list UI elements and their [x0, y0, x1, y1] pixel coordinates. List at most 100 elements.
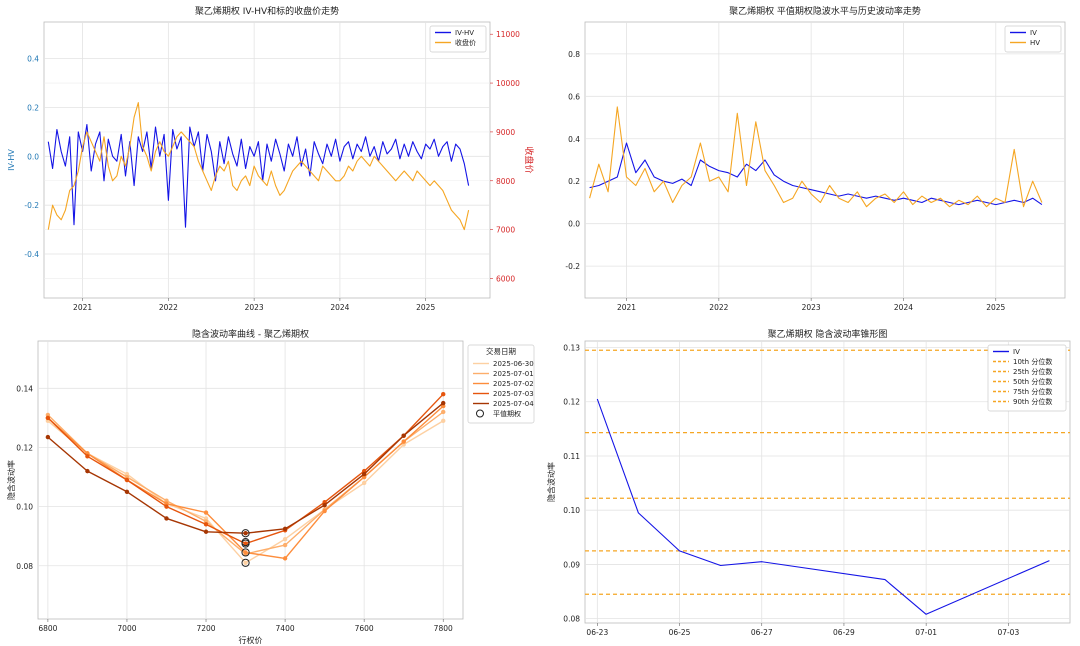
- series-point: [203, 529, 209, 534]
- series-point: [322, 508, 327, 514]
- x-tick-label: 7400: [276, 624, 295, 633]
- chart-title: 聚乙烯期权 平值期权隐波水平与历史波动率走势: [729, 5, 921, 17]
- atm-marker: [241, 529, 250, 538]
- series-group: [47, 102, 470, 231]
- x-tick-label: 06-25: [669, 628, 691, 637]
- atm-markers: [241, 529, 250, 567]
- chart-title: 聚乙烯期权 IV-HV和标的收盘价走势: [195, 5, 339, 17]
- x-tick-label: 2022: [159, 303, 178, 312]
- legend-label: HV: [1030, 39, 1040, 47]
- series-point: [441, 409, 446, 415]
- series-point: [85, 468, 90, 474]
- x-tick-label: 06-23: [586, 628, 608, 637]
- x-tick-label: 2021: [73, 303, 92, 312]
- y-tick-label: 0.2: [27, 103, 39, 112]
- x-tick-label: 2025: [416, 303, 435, 312]
- series-point: [401, 433, 406, 438]
- series-point: [243, 560, 248, 566]
- y-axis-label: 隐含波动率: [6, 460, 16, 500]
- y-ticks: 0.08 0.10 0.12 0.14: [16, 384, 33, 570]
- chart-volatility-smile: 6800 7000 7200 7400 7600 7800 0.08 0.10 0.12 0.14…: [0, 323, 540, 646]
- series-point: [441, 392, 446, 397]
- x-tick-label: 06-29: [833, 628, 855, 637]
- chart-volatility-cone: 06-23 06-25 06-27 06-29 07-01 07-03 0.08 0.09 0.…: [540, 323, 1080, 646]
- legend-label: 2025-07-02: [493, 380, 534, 388]
- legend-label: 2025-06-30: [493, 360, 534, 368]
- y-tick-label: 0.0: [27, 152, 39, 161]
- series-point: [124, 477, 130, 483]
- chart-title: 聚乙烯期权 隐含波动率锥形图: [768, 328, 888, 340]
- x-axis-label: 行权价: [239, 635, 263, 645]
- y-axis-label: IV-HV: [7, 149, 16, 171]
- series-group: [45, 392, 446, 566]
- y-ticks: 0.08 0.09 0.10 0.11 0.12 0.13: [563, 344, 580, 624]
- legend-label: 平值期权: [493, 409, 521, 418]
- y-ticks: -0.2 0.0 0.2 0.4 0.6 0.8: [565, 50, 580, 271]
- chart-svg: 6800 7000 7200 7400 7600 7800 0.08 0.10 0.12 0.14…: [6, 328, 535, 645]
- y-tick-label: 0.08: [563, 615, 580, 624]
- x-tick-label: 7800: [434, 624, 453, 633]
- series-point: [282, 526, 288, 531]
- x-ticks: 6800 7000 7200 7400 7600 7800: [38, 619, 453, 633]
- x-tick-label: 2021: [617, 303, 636, 312]
- grid: [44, 22, 490, 298]
- y-ticks: -0.4 -0.2 0.0 0.2 0.4: [24, 55, 39, 259]
- plot-area: [43, 21, 491, 299]
- x-ticks: 2021 2022 2023 2024 2025: [617, 298, 1006, 312]
- legend-label: 75th 分位数: [1013, 387, 1052, 396]
- y-tick-label: 0.6: [568, 92, 580, 101]
- x-tick-label: 07-03: [997, 628, 1019, 637]
- legend-label: 25th 分位数: [1013, 367, 1052, 376]
- chart-title: 隐含波动率曲线 - 聚乙烯期权: [192, 328, 309, 340]
- legend-label: 2025-07-04: [493, 400, 534, 408]
- series-point: [401, 439, 406, 444]
- x-tick-label: 2025: [986, 303, 1005, 312]
- series-point: [282, 536, 288, 542]
- y-tick-label: 0.14: [16, 384, 33, 393]
- y2-tick-label: 6000: [496, 274, 515, 283]
- series-line-1: [589, 106, 1043, 208]
- y-tick-label: 0.08: [16, 562, 33, 571]
- legend-marker: [476, 409, 484, 418]
- series-point: [282, 542, 288, 548]
- x-tick-label: 07-01: [915, 628, 937, 637]
- series-point: [85, 454, 90, 459]
- x-ticks: 06-23 06-25 06-27 06-29 07-01 07-03: [586, 623, 1019, 637]
- series-line-0: [589, 142, 1043, 206]
- legend-label: 2025-07-01: [493, 370, 534, 378]
- y-tick-label: 0.09: [563, 560, 580, 569]
- chart-atm-iv-hv: 2021 2022 2023 2024 2025 -0.2 0.0 0.2 0.4 0.6 0.8 聚…: [540, 0, 1080, 323]
- x-tick-label: 2023: [802, 303, 821, 312]
- series-point: [164, 504, 169, 509]
- x-tick-label: 2022: [709, 303, 728, 312]
- x-tick-label: 2024: [330, 303, 349, 312]
- y-tick-label: 0.2: [568, 177, 580, 186]
- y-tick-label: 0.8: [568, 50, 580, 59]
- atm-marker: [241, 558, 250, 567]
- series-line-1: [47, 102, 470, 231]
- series-point: [164, 516, 169, 521]
- y-tick-label: 0.4: [568, 135, 580, 144]
- legend: 交易日期 2025-06-30 2025-07-01 2025-07-02 2025-0…: [467, 344, 535, 424]
- y-tick-label: -0.4: [24, 250, 39, 259]
- series-point: [203, 510, 209, 515]
- x-tick-label: 2023: [245, 303, 264, 312]
- legend-label: 10th 分位数: [1013, 357, 1052, 366]
- plot-area: [584, 21, 1066, 299]
- atm-marker: [241, 548, 250, 557]
- y-tick-label: 0.10: [563, 506, 580, 515]
- y-tick-label: 0.4: [27, 55, 39, 64]
- x-tick-label: 2024: [894, 303, 913, 312]
- legend-label: IV: [1013, 348, 1020, 356]
- y2-tick-label: 8000: [496, 177, 515, 186]
- series-line-0: [596, 398, 1050, 615]
- legend-label: IV: [1030, 29, 1037, 37]
- series-point: [361, 480, 367, 486]
- series-point: [203, 522, 209, 527]
- x-tick-label: 6800: [38, 624, 57, 633]
- chart-svg: 2021 2022 2023 2024 2025 -0.4 -0.2 0.0 0.2 0.4 600…: [7, 5, 535, 312]
- y-tick-label: 0.12: [16, 443, 33, 452]
- series-point: [124, 489, 130, 495]
